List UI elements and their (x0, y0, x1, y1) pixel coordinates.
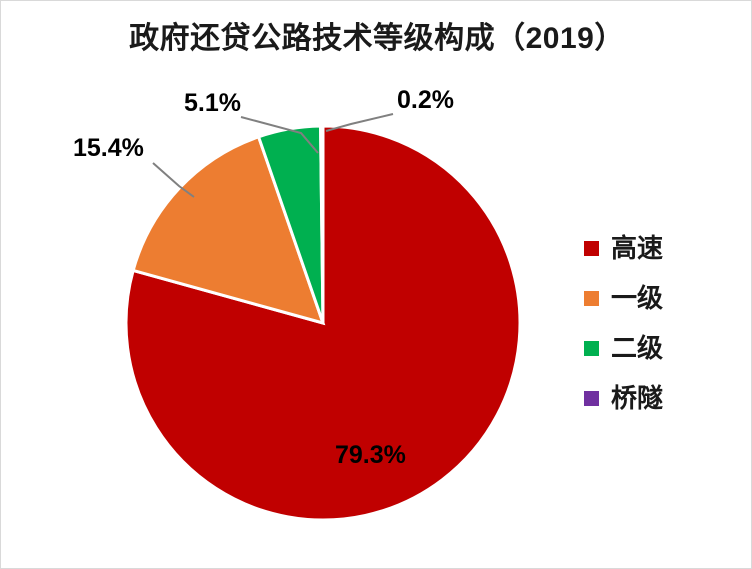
leader-line-bridge-tunnel (325, 113, 394, 132)
legend-item-label: 高速 (611, 233, 664, 263)
pie-slice[interactable] (319, 124, 325, 324)
leader-line-second-class (240, 116, 319, 154)
pie-slices (124, 124, 522, 522)
data-label-high-speed: 79.3% (335, 441, 406, 469)
leader-lines (152, 113, 394, 198)
data-label-first-class: 15.4% (73, 134, 144, 162)
legend-color-swatch (584, 340, 599, 356)
data-label-bridge-tunnel: 0.2% (397, 86, 454, 114)
legend-item-label: 二级 (611, 333, 664, 363)
leader-line-first-class (152, 162, 195, 198)
legend-color-swatch (584, 390, 599, 406)
pie-slice[interactable] (131, 134, 326, 326)
data-label-second-class: 5.1% (184, 89, 241, 117)
chart-legend: 高速 一级 二级 桥隧 (584, 223, 734, 423)
legend-item-label: 一级 (611, 283, 664, 313)
legend-item[interactable]: 一级 (584, 273, 734, 323)
legend-color-swatch (584, 240, 599, 256)
legend-item[interactable]: 高速 (584, 223, 734, 273)
legend-color-swatch (584, 290, 599, 306)
legend-item-label: 桥隧 (611, 383, 664, 413)
chart-title: 政府还贷公路技术等级构成（2019） (129, 22, 625, 55)
legend-item[interactable]: 桥隧 (584, 373, 734, 423)
legend-item[interactable]: 二级 (584, 323, 734, 373)
